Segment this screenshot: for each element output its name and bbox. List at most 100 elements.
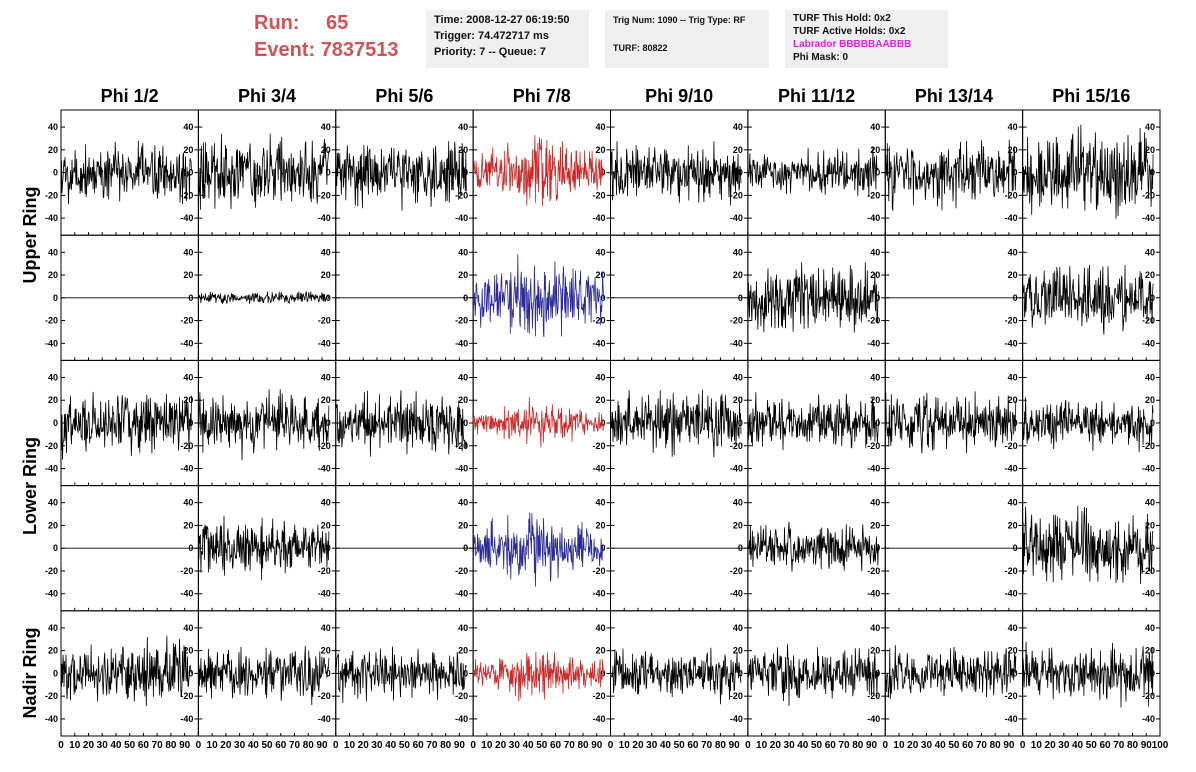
y-tick-label: -20 xyxy=(1005,441,1018,451)
y-tick-label: 40 xyxy=(733,247,743,257)
x-tick-label: 70 xyxy=(976,740,988,751)
y-tick-label: -40 xyxy=(180,464,193,474)
x-tick-label: 0 xyxy=(470,740,476,751)
y-tick-label: -40 xyxy=(318,464,331,474)
waveform-trace xyxy=(610,141,742,206)
time-info-box: Time: 2008-12-27 06:19:50 Trigger: 74.47… xyxy=(426,10,589,68)
y-tick-label: 20 xyxy=(1145,646,1155,656)
y-tick-label: 40 xyxy=(183,623,193,633)
column-header: Phi 3/4 xyxy=(238,86,297,106)
waveform-trace xyxy=(747,392,879,451)
y-tick-label: 40 xyxy=(458,372,468,382)
x-tick-label: 30 xyxy=(371,740,383,751)
y-tick-label: -40 xyxy=(730,338,743,348)
y-tick-label: -40 xyxy=(455,589,468,599)
y-tick-label: 20 xyxy=(595,270,605,280)
y-tick-label: 40 xyxy=(458,122,468,132)
x-tick-label: 90 xyxy=(454,740,466,751)
event-label: Event: xyxy=(254,39,316,61)
waveform-trace xyxy=(747,262,879,333)
y-tick-label: 40 xyxy=(48,623,58,633)
x-tick-label: 70 xyxy=(152,740,164,751)
turf-line: TURF: 80822 xyxy=(613,43,668,53)
y-tick-label: 0 xyxy=(188,168,193,178)
x-tick-label: 90 xyxy=(179,740,191,751)
x-tick-label: 0 xyxy=(882,740,888,751)
y-tick-label: 20 xyxy=(1008,395,1018,405)
x-tick-label: 60 xyxy=(550,740,562,751)
x-tick-label: 60 xyxy=(962,740,974,751)
y-tick-label: -20 xyxy=(867,316,880,326)
y-tick-label: -20 xyxy=(318,441,331,451)
y-tick-label: -40 xyxy=(1005,464,1018,474)
turf-hold-line: TURF This Hold: 0x2 xyxy=(793,13,891,24)
column-header: Phi 15/16 xyxy=(1052,86,1131,106)
x-tick-label: 10 xyxy=(207,740,219,751)
y-tick-label: 0 xyxy=(53,168,58,178)
y-tick-label: 20 xyxy=(733,646,743,656)
y-tick-label: 40 xyxy=(1008,247,1018,257)
y-tick-label: -40 xyxy=(318,589,331,599)
y-tick-label: -20 xyxy=(455,316,468,326)
y-tick-label: 20 xyxy=(595,520,605,530)
y-tick-label: -20 xyxy=(455,566,468,576)
waveform-trace xyxy=(60,391,192,460)
x-tick-label: 90 xyxy=(316,740,328,751)
y-tick-label: -20 xyxy=(455,441,468,451)
waveform-trace xyxy=(1022,124,1154,219)
y-tick-label: 40 xyxy=(1008,372,1018,382)
y-tick-label: 20 xyxy=(458,520,468,530)
y-tick-label: -40 xyxy=(455,213,468,223)
y-tick-label: -20 xyxy=(455,691,468,701)
turf-info-box: TURF This Hold: 0x2 TURF Active Holds: 0… xyxy=(785,10,948,68)
y-tick-label: -40 xyxy=(45,464,58,474)
x-tick-label: 20 xyxy=(83,740,95,751)
column-header: Phi 7/8 xyxy=(512,86,571,106)
y-tick-label: -40 xyxy=(180,714,193,724)
y-tick-label: -20 xyxy=(180,691,193,701)
y-tick-label: -20 xyxy=(730,190,743,200)
y-tick-label: 20 xyxy=(1145,270,1155,280)
x-tick-label: 50 xyxy=(536,740,548,751)
y-tick-label: 40 xyxy=(1008,498,1018,508)
x-tick-label: 10 xyxy=(1031,740,1043,751)
y-tick-label: -40 xyxy=(180,213,193,223)
y-tick-label: 20 xyxy=(1145,145,1155,155)
y-tick-label: -20 xyxy=(318,566,331,576)
waveform-trace xyxy=(747,147,879,197)
y-tick-label: 40 xyxy=(1145,498,1155,508)
y-tick-label: -20 xyxy=(45,190,58,200)
y-tick-label: 0 xyxy=(463,668,468,678)
x-tick-label: 30 xyxy=(234,740,246,751)
y-tick-label: 40 xyxy=(321,122,331,132)
event-value: 7837513 xyxy=(320,39,399,61)
y-tick-label: 20 xyxy=(48,520,58,530)
x-tick-label: 60 xyxy=(138,740,150,751)
y-tick-label: 40 xyxy=(595,498,605,508)
priority-line: Priority: 7 -- Queue: 7 xyxy=(434,46,546,58)
x-tick-label: 20 xyxy=(632,740,644,751)
y-tick-label: 20 xyxy=(321,395,331,405)
y-tick-label: 40 xyxy=(458,498,468,508)
panel: -40 -40 -20 -20 0 0 20 20 40 40 xyxy=(45,610,199,737)
y-tick-label: 20 xyxy=(595,395,605,405)
y-tick-label: -40 xyxy=(1005,213,1018,223)
y-tick-label: 40 xyxy=(183,122,193,132)
column-header: Phi 11/12 xyxy=(778,86,856,106)
y-tick-label: 40 xyxy=(870,372,880,382)
waveform-trace xyxy=(60,140,192,205)
x-tick-label: 20 xyxy=(220,740,232,751)
y-tick-label: 20 xyxy=(321,520,331,530)
y-tick-label: -20 xyxy=(592,566,605,576)
y-tick-label: 20 xyxy=(48,270,58,280)
run-label: Run: xyxy=(254,12,300,34)
